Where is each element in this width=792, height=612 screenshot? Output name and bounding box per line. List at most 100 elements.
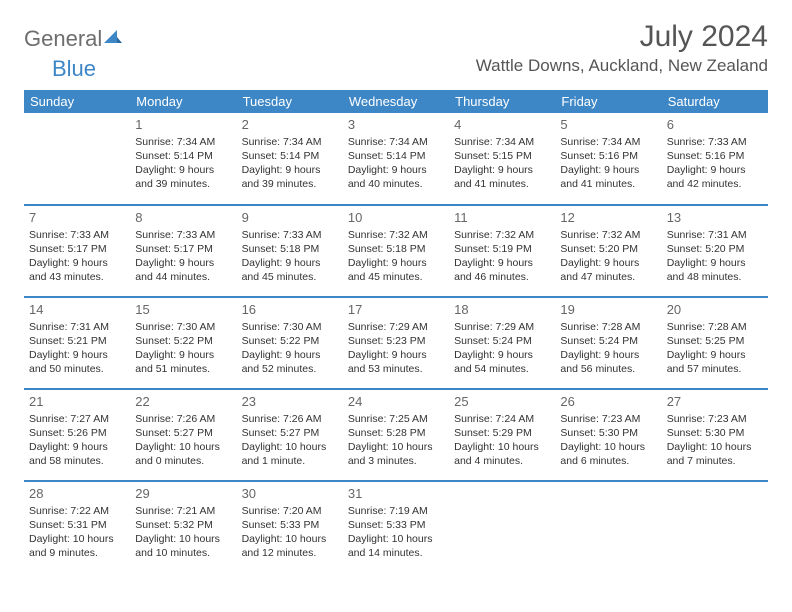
daylight-b: and 43 minutes. (29, 270, 125, 284)
day-number: 28 (29, 485, 125, 503)
daylight-b: and 7 minutes. (667, 454, 763, 468)
day-number: 29 (135, 485, 231, 503)
daylight-a: Daylight: 9 hours (560, 256, 656, 270)
calendar-header-row: SundayMondayTuesdayWednesdayThursdayFrid… (24, 90, 768, 113)
calendar-table: SundayMondayTuesdayWednesdayThursdayFrid… (24, 90, 768, 573)
sunrise: Sunrise: 7:26 AM (242, 412, 338, 426)
day-number: 20 (667, 301, 763, 319)
month-title: July 2024 (476, 20, 768, 54)
sunrise: Sunrise: 7:21 AM (135, 504, 231, 518)
calendar-cell: 14Sunrise: 7:31 AMSunset: 5:21 PMDayligh… (24, 297, 130, 389)
sunrise: Sunrise: 7:31 AM (667, 228, 763, 242)
sunrise: Sunrise: 7:30 AM (135, 320, 231, 334)
daylight-b: and 45 minutes. (242, 270, 338, 284)
day-number: 15 (135, 301, 231, 319)
daylight-b: and 51 minutes. (135, 362, 231, 376)
logo: General (24, 26, 122, 52)
calendar-body: 1Sunrise: 7:34 AMSunset: 5:14 PMDaylight… (24, 113, 768, 573)
sunrise: Sunrise: 7:28 AM (560, 320, 656, 334)
daylight-a: Daylight: 9 hours (135, 256, 231, 270)
sunset: Sunset: 5:22 PM (242, 334, 338, 348)
sunrise: Sunrise: 7:23 AM (667, 412, 763, 426)
daylight-a: Daylight: 10 hours (242, 532, 338, 546)
day-number: 31 (348, 485, 444, 503)
calendar-cell: 4Sunrise: 7:34 AMSunset: 5:15 PMDaylight… (449, 113, 555, 205)
day-header: Friday (555, 90, 661, 113)
sunset: Sunset: 5:19 PM (454, 242, 550, 256)
daylight-b: and 50 minutes. (29, 362, 125, 376)
day-number: 26 (560, 393, 656, 411)
calendar-cell: 8Sunrise: 7:33 AMSunset: 5:17 PMDaylight… (130, 205, 236, 297)
sunrise: Sunrise: 7:34 AM (454, 135, 550, 149)
sunset: Sunset: 5:33 PM (348, 518, 444, 532)
calendar-cell: 19Sunrise: 7:28 AMSunset: 5:24 PMDayligh… (555, 297, 661, 389)
calendar-cell: 5Sunrise: 7:34 AMSunset: 5:16 PMDaylight… (555, 113, 661, 205)
sunrise: Sunrise: 7:32 AM (348, 228, 444, 242)
day-number: 22 (135, 393, 231, 411)
daylight-b: and 41 minutes. (454, 177, 550, 191)
sunrise: Sunrise: 7:29 AM (348, 320, 444, 334)
daylight-a: Daylight: 9 hours (454, 256, 550, 270)
sunset: Sunset: 5:27 PM (135, 426, 231, 440)
daylight-a: Daylight: 9 hours (135, 163, 231, 177)
title-block: July 2024 Wattle Downs, Auckland, New Ze… (476, 20, 768, 76)
calendar-cell-empty (662, 481, 768, 573)
calendar-row: 1Sunrise: 7:34 AMSunset: 5:14 PMDaylight… (24, 113, 768, 205)
sunrise: Sunrise: 7:24 AM (454, 412, 550, 426)
sunset: Sunset: 5:18 PM (242, 242, 338, 256)
calendar-cell: 17Sunrise: 7:29 AMSunset: 5:23 PMDayligh… (343, 297, 449, 389)
daylight-a: Daylight: 9 hours (29, 256, 125, 270)
calendar-cell: 31Sunrise: 7:19 AMSunset: 5:33 PMDayligh… (343, 481, 449, 573)
daylight-b: and 52 minutes. (242, 362, 338, 376)
daylight-a: Daylight: 9 hours (242, 163, 338, 177)
daylight-b: and 39 minutes. (135, 177, 231, 191)
daylight-a: Daylight: 9 hours (560, 348, 656, 362)
sunset: Sunset: 5:18 PM (348, 242, 444, 256)
calendar-row: 21Sunrise: 7:27 AMSunset: 5:26 PMDayligh… (24, 389, 768, 481)
day-number: 9 (242, 209, 338, 227)
daylight-a: Daylight: 10 hours (667, 440, 763, 454)
calendar-cell: 23Sunrise: 7:26 AMSunset: 5:27 PMDayligh… (237, 389, 343, 481)
daylight-a: Daylight: 9 hours (454, 348, 550, 362)
calendar-cell: 20Sunrise: 7:28 AMSunset: 5:25 PMDayligh… (662, 297, 768, 389)
sunset: Sunset: 5:20 PM (667, 242, 763, 256)
daylight-a: Daylight: 9 hours (348, 256, 444, 270)
logo-blue: Blue (52, 56, 96, 82)
sunrise: Sunrise: 7:34 AM (242, 135, 338, 149)
sunset: Sunset: 5:32 PM (135, 518, 231, 532)
daylight-b: and 47 minutes. (560, 270, 656, 284)
sunset: Sunset: 5:26 PM (29, 426, 125, 440)
sunset: Sunset: 5:22 PM (135, 334, 231, 348)
calendar-cell: 10Sunrise: 7:32 AMSunset: 5:18 PMDayligh… (343, 205, 449, 297)
daylight-b: and 12 minutes. (242, 546, 338, 560)
day-number: 10 (348, 209, 444, 227)
daylight-b: and 58 minutes. (29, 454, 125, 468)
sunrise: Sunrise: 7:32 AM (560, 228, 656, 242)
sunset: Sunset: 5:23 PM (348, 334, 444, 348)
daylight-a: Daylight: 9 hours (135, 348, 231, 362)
day-header: Thursday (449, 90, 555, 113)
sunrise: Sunrise: 7:30 AM (242, 320, 338, 334)
calendar-cell: 7Sunrise: 7:33 AMSunset: 5:17 PMDaylight… (24, 205, 130, 297)
calendar-cell: 21Sunrise: 7:27 AMSunset: 5:26 PMDayligh… (24, 389, 130, 481)
daylight-a: Daylight: 9 hours (242, 256, 338, 270)
calendar-cell: 30Sunrise: 7:20 AMSunset: 5:33 PMDayligh… (237, 481, 343, 573)
daylight-a: Daylight: 10 hours (135, 440, 231, 454)
daylight-b: and 10 minutes. (135, 546, 231, 560)
day-number: 23 (242, 393, 338, 411)
sunrise: Sunrise: 7:32 AM (454, 228, 550, 242)
day-number: 19 (560, 301, 656, 319)
calendar-cell-empty (24, 113, 130, 205)
day-number: 14 (29, 301, 125, 319)
sunset: Sunset: 5:27 PM (242, 426, 338, 440)
calendar-cell: 13Sunrise: 7:31 AMSunset: 5:20 PMDayligh… (662, 205, 768, 297)
calendar-row: 7Sunrise: 7:33 AMSunset: 5:17 PMDaylight… (24, 205, 768, 297)
day-number: 7 (29, 209, 125, 227)
sunrise: Sunrise: 7:19 AM (348, 504, 444, 518)
daylight-b: and 57 minutes. (667, 362, 763, 376)
calendar-cell: 24Sunrise: 7:25 AMSunset: 5:28 PMDayligh… (343, 389, 449, 481)
sunset: Sunset: 5:25 PM (667, 334, 763, 348)
daylight-a: Daylight: 9 hours (29, 348, 125, 362)
daylight-b: and 41 minutes. (560, 177, 656, 191)
daylight-a: Daylight: 9 hours (560, 163, 656, 177)
